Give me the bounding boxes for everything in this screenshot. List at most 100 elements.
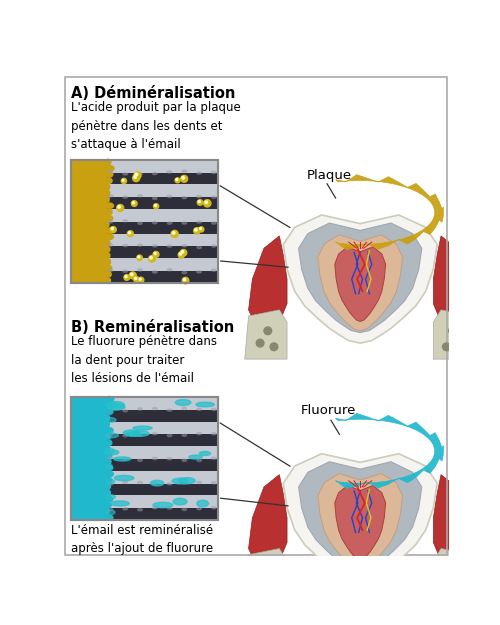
Ellipse shape — [80, 235, 83, 239]
Bar — [106, 397, 218, 409]
Circle shape — [132, 201, 137, 206]
Ellipse shape — [81, 430, 83, 434]
Ellipse shape — [105, 234, 114, 239]
Circle shape — [150, 256, 152, 259]
Circle shape — [264, 566, 272, 573]
Polygon shape — [283, 215, 437, 343]
Ellipse shape — [152, 271, 157, 273]
Circle shape — [442, 343, 450, 351]
Circle shape — [456, 578, 464, 586]
Circle shape — [178, 252, 184, 258]
Text: B) Reminéralisation: B) Reminéralisation — [72, 320, 234, 335]
Ellipse shape — [123, 434, 128, 437]
Circle shape — [197, 199, 203, 205]
Ellipse shape — [105, 396, 114, 402]
Ellipse shape — [172, 478, 188, 484]
Ellipse shape — [106, 172, 113, 177]
Circle shape — [153, 251, 159, 258]
Polygon shape — [335, 486, 386, 560]
Ellipse shape — [106, 409, 113, 414]
Ellipse shape — [80, 214, 84, 218]
Ellipse shape — [138, 173, 142, 175]
Ellipse shape — [123, 409, 128, 412]
Circle shape — [138, 256, 140, 258]
Ellipse shape — [212, 269, 216, 271]
Circle shape — [139, 278, 141, 280]
Ellipse shape — [81, 193, 83, 197]
Circle shape — [125, 276, 127, 278]
Ellipse shape — [138, 459, 142, 461]
Bar — [106, 409, 218, 421]
Ellipse shape — [81, 482, 83, 487]
Circle shape — [132, 202, 134, 204]
Circle shape — [182, 251, 184, 253]
Polygon shape — [298, 223, 422, 332]
Circle shape — [182, 176, 184, 179]
Circle shape — [130, 273, 133, 276]
Ellipse shape — [106, 197, 109, 202]
Ellipse shape — [106, 446, 110, 452]
Bar — [106, 234, 218, 246]
Text: Fluorure: Fluorure — [301, 404, 356, 417]
Ellipse shape — [105, 166, 114, 171]
Ellipse shape — [124, 430, 140, 436]
Ellipse shape — [167, 222, 172, 224]
Polygon shape — [434, 474, 472, 573]
Ellipse shape — [123, 173, 128, 175]
Ellipse shape — [182, 434, 186, 436]
Ellipse shape — [133, 426, 152, 430]
Ellipse shape — [106, 434, 110, 439]
Ellipse shape — [106, 515, 113, 521]
Ellipse shape — [196, 402, 214, 407]
Circle shape — [171, 231, 178, 238]
Ellipse shape — [106, 247, 110, 252]
Ellipse shape — [105, 471, 114, 477]
Ellipse shape — [81, 472, 83, 476]
Ellipse shape — [106, 418, 116, 422]
Ellipse shape — [182, 508, 186, 511]
Ellipse shape — [212, 432, 216, 435]
Polygon shape — [336, 413, 444, 488]
Ellipse shape — [152, 458, 157, 460]
Ellipse shape — [197, 432, 202, 435]
Ellipse shape — [106, 272, 111, 277]
Ellipse shape — [106, 259, 110, 264]
Ellipse shape — [108, 195, 112, 197]
Ellipse shape — [167, 409, 172, 411]
Ellipse shape — [81, 182, 83, 186]
Ellipse shape — [106, 459, 111, 464]
Circle shape — [134, 278, 136, 279]
Ellipse shape — [105, 228, 114, 233]
Ellipse shape — [81, 224, 83, 229]
Ellipse shape — [80, 267, 84, 271]
Ellipse shape — [212, 408, 216, 411]
Bar — [106, 471, 218, 484]
Ellipse shape — [108, 402, 124, 408]
Ellipse shape — [182, 222, 186, 224]
Ellipse shape — [212, 171, 216, 174]
Ellipse shape — [106, 266, 112, 271]
Ellipse shape — [130, 431, 149, 436]
Ellipse shape — [80, 246, 84, 249]
Ellipse shape — [212, 506, 216, 509]
Bar — [72, 160, 106, 283]
Circle shape — [137, 255, 142, 261]
Ellipse shape — [167, 458, 172, 460]
Polygon shape — [244, 549, 287, 598]
Ellipse shape — [138, 408, 142, 410]
Ellipse shape — [197, 481, 202, 484]
Ellipse shape — [108, 244, 112, 246]
Text: Le fluorure pénètre dans
la dent pour traiter
les lésions de l'émail: Le fluorure pénètre dans la dent pour tr… — [72, 335, 218, 385]
Ellipse shape — [108, 457, 112, 459]
Ellipse shape — [106, 494, 116, 499]
Circle shape — [116, 204, 123, 211]
Circle shape — [182, 278, 189, 284]
Bar — [106, 173, 218, 184]
Ellipse shape — [138, 194, 142, 197]
Ellipse shape — [106, 428, 113, 433]
Bar — [106, 446, 218, 459]
Ellipse shape — [106, 184, 110, 189]
Bar — [106, 246, 218, 258]
Circle shape — [134, 176, 136, 178]
Bar — [106, 197, 218, 209]
